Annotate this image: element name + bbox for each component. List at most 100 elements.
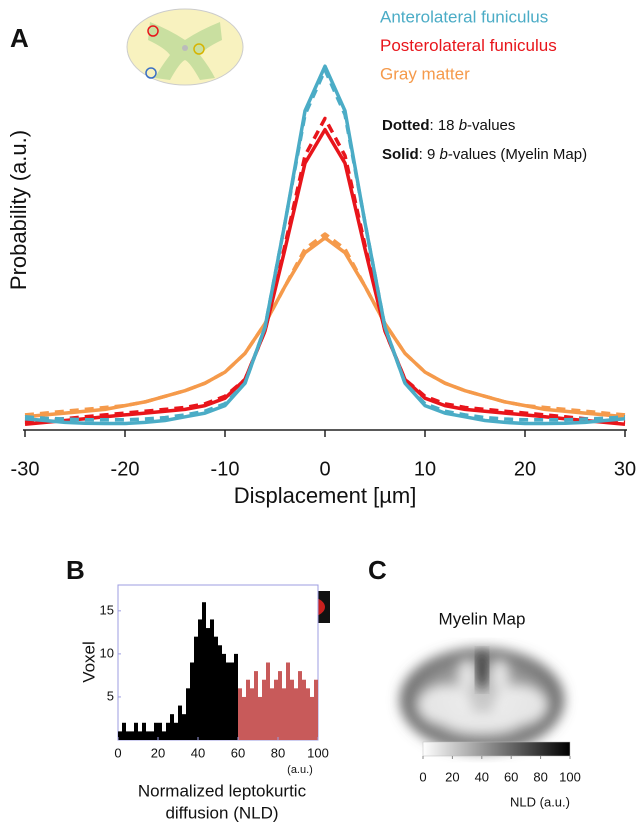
histogram-bar [222,653,226,740]
x-tick-label: 0 [114,745,121,760]
histogram-bar [186,688,190,740]
x-tick-label: 0 [419,769,426,784]
note-part: -values (Myelin Map) [448,146,587,163]
y-axis-label: Probability (a.u.) [6,130,31,290]
histogram-bar [154,722,158,740]
note-part: b [459,117,467,134]
x-tick-label: 20 [445,769,459,784]
histogram-bar [290,679,294,740]
x-tick-label: 60 [504,769,518,784]
x-tick-label: -30 [11,458,40,480]
histogram-bar [150,731,154,740]
histogram-bar [234,653,238,740]
histogram-bar [210,619,214,740]
histogram-bar [126,731,130,740]
histogram-bar [294,688,298,740]
note-part: Solid [382,146,419,163]
y-tick-label: 5 [107,688,114,703]
histogram-bar [202,602,206,740]
solid-line [24,64,626,426]
histogram-bar [310,696,314,740]
x-tick-label: 10 [414,458,436,480]
histogram-bar [178,705,182,740]
histogram-bar [142,722,146,740]
histogram-bar [258,696,262,740]
panel-label: B [66,555,85,585]
histogram-bar [242,696,246,740]
histogram-bar [138,731,142,740]
y-axis-label: Voxel [79,641,98,683]
x-tick-label: -10 [211,458,240,480]
x-tick-label: 40 [475,769,489,784]
histogram-bar [246,679,250,740]
histogram-bar [266,662,270,740]
note: Solid: 9 b-values (Myelin Map) [382,146,587,163]
histogram-bar [302,679,306,740]
note: Dotted: 18 b-values [382,117,515,134]
histogram-bar [130,731,134,740]
histogram-bar [250,688,254,740]
note-part: : 9 [419,146,440,163]
histogram-bar [134,722,138,740]
histogram-bar [254,671,258,740]
histogram-bar [314,679,318,740]
histogram-bar [286,662,290,740]
note-part: -values [467,117,515,134]
y-tick-label: 10 [100,645,114,660]
x-tick-label: 100 [559,769,581,784]
panel-label: A [10,23,29,53]
note-part: : 18 [430,117,459,134]
histogram-bar [198,619,202,740]
colorbar-label: NLD (a.u.) [510,794,570,809]
x-unit: (a.u.) [287,764,313,776]
solid-line [24,236,626,419]
histogram-bar [158,722,162,740]
dotted-line [24,68,626,422]
myelin-map-image [400,648,564,752]
x-tick-label: 30 [614,458,636,480]
x-tick-label: 80 [271,745,285,760]
histogram-bar [274,679,278,740]
histogram-bar [166,722,170,740]
histogram-bar [218,645,222,740]
x-tick-label: 20 [151,745,165,760]
histogram-bar [162,731,166,740]
solid-line [24,127,626,427]
x-tick-label: 40 [191,745,205,760]
histogram-bar [206,628,210,740]
x-tick-label: 100 [307,745,329,760]
map-title: Myelin Map [439,609,526,628]
histogram-bar [262,679,266,740]
histogram-bar [170,714,174,740]
histogram-bar [226,662,230,740]
histogram-bar [214,636,218,740]
legend-entry: Gray matter [380,64,470,83]
x-axis-label: Normalized leptokurtic [138,781,307,800]
cord-schematic [126,8,244,86]
x-axis-label: diffusion (NLD) [165,803,278,822]
histogram-bar [174,722,178,740]
histogram-bar [194,636,198,740]
histogram-bar [122,722,126,740]
histogram-bar [306,688,310,740]
histogram-bar [238,688,242,740]
colorbar [422,741,571,757]
note-part: Dotted [382,117,430,134]
histogram-bar [146,731,150,740]
histogram-bar [230,662,234,740]
legend-entry: Posterolateral funiculus [380,36,557,55]
panel-label: C [368,555,387,585]
x-tick-label: 80 [533,769,547,784]
histogram-bar [298,671,302,740]
histogram-bar [190,662,194,740]
note-part: b [440,146,448,163]
histogram-bar [282,688,286,740]
x-tick-label: 20 [514,458,536,480]
x-tick-label: -20 [111,458,140,480]
histogram-bar [182,714,186,740]
x-tick-label: 60 [231,745,245,760]
histogram-bar [278,671,282,740]
y-tick-label: 15 [100,602,114,617]
histogram-bar [118,731,122,740]
